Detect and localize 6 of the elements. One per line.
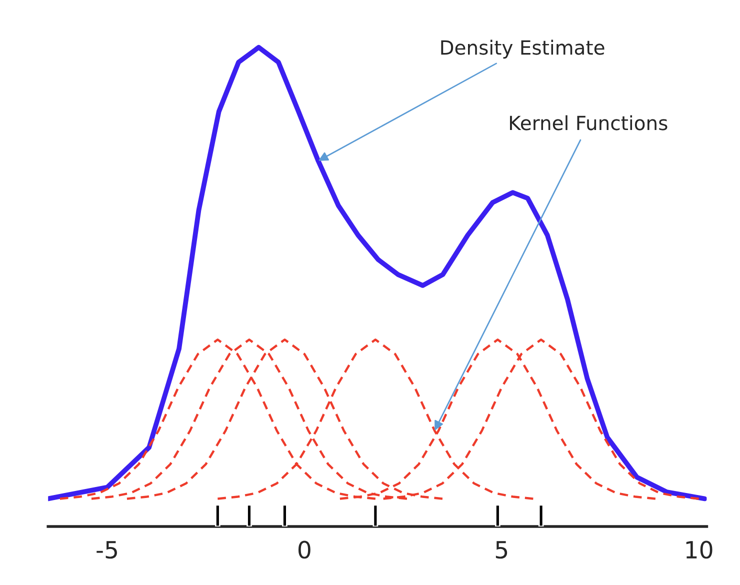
x-tick-label: -5 — [96, 541, 117, 559]
x-tick-label: 0 — [298, 540, 310, 559]
x-tick-label: 5 — [496, 541, 508, 559]
annotation: Kernel Functions — [510, 115, 668, 130]
x-tick-label: 10 — [686, 540, 712, 559]
annotation: Density Estimate — [441, 40, 604, 59]
